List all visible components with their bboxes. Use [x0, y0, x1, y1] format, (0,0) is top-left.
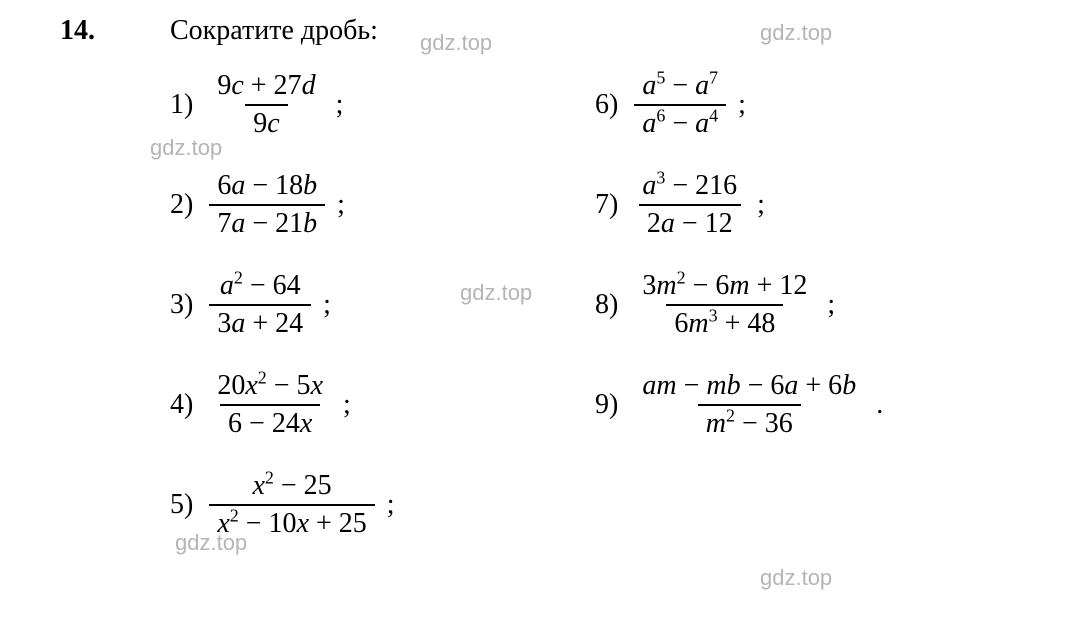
item-tail: ; [336, 89, 344, 121]
item-tail: ; [323, 289, 331, 321]
item-tail: ; [827, 289, 835, 321]
item-number: 7) [595, 189, 618, 221]
watermark: gdz.top [420, 30, 492, 56]
numerator: am − mb − 6a + 6b [634, 370, 864, 404]
math-item-2: 2) 6a − 18b7a − 21b; [170, 170, 345, 240]
page: 14. Сократите дробь: 1) 9c + 27d9c; 2) 6a −… [0, 0, 1085, 623]
math-item-1: 1) 9c + 27d9c; [170, 70, 343, 140]
fraction: 9c + 27d9c [209, 70, 323, 140]
fraction: am − mb − 6a + 6bm2 − 36 [634, 370, 864, 440]
item-tail: ; [757, 189, 765, 221]
item-number: 5) [170, 489, 193, 521]
watermark: gdz.top [150, 135, 222, 161]
numerator: a2 − 64 [212, 270, 309, 304]
item-number: 8) [595, 289, 618, 321]
fraction: 20x2 − 5x6 − 24x [209, 370, 331, 440]
item-number: 2) [170, 189, 193, 221]
item-tail: ; [343, 389, 351, 421]
item-tail: ; [337, 189, 345, 221]
watermark: gdz.top [760, 20, 832, 46]
denominator: 9c [245, 104, 287, 140]
item-number: 9) [595, 389, 618, 421]
numerator: a5 − a7 [634, 70, 726, 104]
denominator: 3a + 24 [209, 304, 311, 340]
item-number: 6) [595, 89, 618, 121]
fraction: 3m2 − 6m + 126m3 + 48 [634, 270, 815, 340]
fraction: a2 − 643a + 24 [209, 270, 311, 340]
math-item-3: 3) a2 − 643a + 24; [170, 270, 331, 340]
math-item-4: 4) 20x2 − 5x6 − 24x; [170, 370, 351, 440]
item-number: 4) [170, 389, 193, 421]
denominator: 2a − 12 [639, 204, 741, 240]
problem-number: 14. [60, 15, 95, 47]
fraction: 6a − 18b7a − 21b [209, 170, 325, 240]
fraction: a5 − a7a6 − a4 [634, 70, 726, 140]
problem-title: Сократите дробь: [170, 15, 378, 47]
item-tail: ; [387, 489, 395, 521]
numerator: x2 − 25 [244, 470, 339, 504]
watermark: gdz.top [760, 565, 832, 591]
numerator: 3m2 − 6m + 12 [634, 270, 815, 304]
math-item-6: 6) a5 − a7a6 − a4; [595, 70, 746, 140]
denominator: 6 − 24x [220, 404, 320, 440]
item-tail: ; [738, 89, 746, 121]
numerator: 9c + 27d [209, 70, 323, 104]
watermark: gdz.top [175, 530, 247, 556]
numerator: 20x2 − 5x [209, 370, 331, 404]
numerator: a3 − 216 [634, 170, 745, 204]
numerator: 6a − 18b [209, 170, 325, 204]
denominator: a6 − a4 [634, 104, 726, 140]
denominator: m2 − 36 [698, 404, 801, 440]
item-tail: . [876, 389, 883, 421]
denominator: 7a − 21b [209, 204, 325, 240]
denominator: 6m3 + 48 [666, 304, 783, 340]
watermark: gdz.top [460, 280, 532, 306]
item-number: 1) [170, 89, 193, 121]
math-item-7: 7) a3 − 2162a − 12; [595, 170, 765, 240]
math-item-8: 8) 3m2 − 6m + 126m3 + 48; [595, 270, 835, 340]
item-number: 3) [170, 289, 193, 321]
math-item-9: 9) am − mb − 6a + 6bm2 − 36. [595, 370, 883, 440]
fraction: a3 − 2162a − 12 [634, 170, 745, 240]
